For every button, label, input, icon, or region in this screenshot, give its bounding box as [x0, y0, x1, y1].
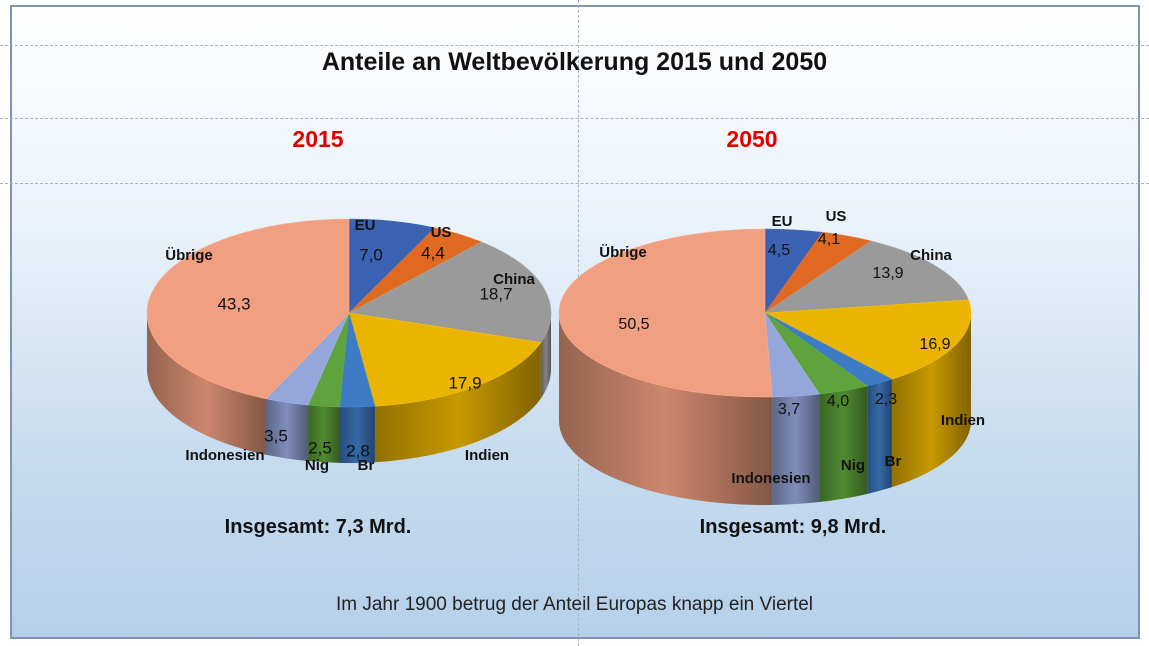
total-2050: Insgesamt: 9,8 Mrd.: [699, 516, 887, 538]
pie-side-nig-2015: [308, 405, 340, 463]
category-label-indien-2050: Indien: [941, 412, 985, 429]
pie-slice-uebrige-2050: [558, 228, 773, 398]
data-label-indonesien-2015: 3,5: [264, 426, 288, 445]
category-label-indonesien-2050: Indonesien: [731, 470, 810, 487]
footnote: Im Jahr 1900 betrug der Anteil Europas k…: [335, 594, 814, 615]
data-label-us-2015: 4,4: [421, 243, 445, 262]
total-2015: Insgesamt: 7,3 Mrd.: [224, 516, 412, 538]
data-label-indien-2015: 17,9: [448, 373, 481, 392]
category-label-br-2050: Br: [885, 453, 902, 470]
pie-side-uebrige-2050: [559, 313, 773, 505]
pie-side-nig-2050: [819, 385, 868, 503]
data-label-br-2015: 2,8: [346, 441, 370, 460]
data-label-eu-2015: 7,0: [359, 245, 383, 264]
data-label-nig-2015: 2,5: [308, 438, 332, 457]
pie-slice-indien-2050: [763, 299, 972, 380]
category-label-indonesien-2015: Indonesien: [185, 447, 264, 464]
pie-side-indonesien-2015: [265, 398, 309, 462]
pie-slice-china-2015: [348, 241, 552, 343]
category-label-nig-2015: Nig: [305, 457, 329, 474]
data-label-eu-2050: 4,5: [768, 242, 790, 259]
category-label-uebrige-2015: Übrige: [165, 247, 213, 264]
data-label-br-2050: 2,3: [875, 391, 897, 408]
pie-side-indonesien-2050: [772, 394, 820, 505]
data-label-china-2015: 18,7: [479, 284, 512, 303]
pie-side-indien-2015: [374, 342, 541, 463]
category-label-eu-2015: EU: [355, 217, 376, 234]
year-heading-2015: 2015: [292, 126, 344, 152]
data-label-china-2050: 13,9: [872, 265, 903, 282]
pie-side-br-2050: [867, 379, 892, 494]
category-label-br-2015: Br: [358, 457, 375, 474]
category-label-nig-2050: Nig: [841, 457, 865, 474]
pie-side-china-2015: [540, 313, 551, 399]
data-label-indonesien-2050: 3,7: [778, 401, 800, 418]
pie-side-uebrige-2015: [147, 313, 266, 455]
category-label-eu-2050: EU: [772, 213, 793, 230]
gridline-horizontal: [0, 118, 1149, 119]
pie-slice-uebrige-2015: [146, 218, 350, 400]
chart-title: Anteile an Weltbevölkerung 2015 und 2050: [321, 48, 828, 76]
pie-slice-china-2050: [763, 240, 969, 314]
data-label-nig-2050: 4,0: [827, 393, 849, 410]
data-label-indien-2050: 16,9: [919, 336, 950, 353]
category-label-uebrige-2050: Übrige: [599, 244, 647, 261]
pie-slice-indien-2015: [348, 312, 542, 407]
data-label-uebrige-2050: 50,5: [618, 316, 649, 333]
category-label-china-2015: China: [493, 271, 535, 288]
pie-side-br-2015: [339, 406, 375, 463]
year-heading-2050: 2050: [726, 126, 778, 152]
category-label-us-2050: US: [826, 208, 847, 225]
category-label-china-2050: China: [910, 247, 952, 264]
pie-side-indien-2050: [891, 313, 971, 488]
gridline-horizontal: [0, 183, 1149, 184]
data-label-us-2050: 4,1: [818, 231, 840, 248]
category-label-indien-2015: Indien: [465, 447, 509, 464]
data-label-uebrige-2015: 43,3: [217, 294, 250, 313]
category-label-us-2015: US: [431, 224, 452, 241]
gridline-horizontal: [0, 45, 1149, 46]
pie-chart-2050: 4,5 EU 4,1 US 13,9 China 16,9 Indien 2,3 Br 4,0 Nig…: [558, 208, 985, 505]
